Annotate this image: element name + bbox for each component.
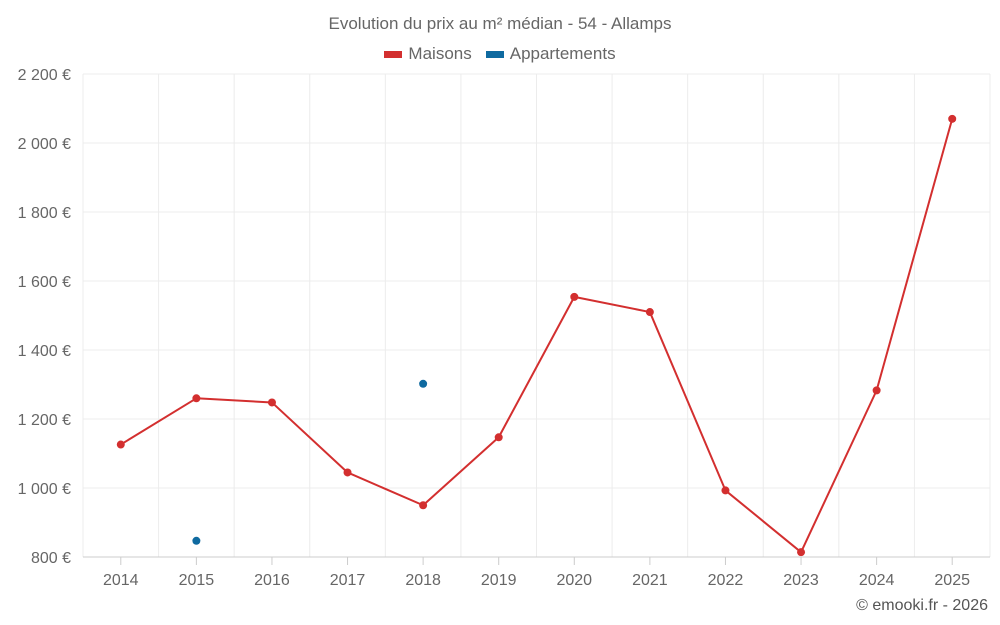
- credit-text: © emooki.fr - 2026: [856, 597, 988, 614]
- x-tick-label: 2025: [934, 572, 970, 589]
- y-tick-label: 2 000 €: [18, 136, 71, 153]
- x-tick-label: 2016: [254, 572, 290, 589]
- data-point-appartements[interactable]: [419, 379, 428, 388]
- x-tick-label: 2019: [481, 572, 517, 589]
- x-tick-label: 2023: [783, 572, 819, 589]
- series-line-maisons: [120, 118, 954, 554]
- y-tick-label: 1 600 €: [18, 274, 71, 291]
- data-point-maisons[interactable]: [116, 440, 125, 449]
- data-point-maisons[interactable]: [494, 433, 503, 442]
- legend-item-maisons[interactable]: Maisons: [384, 44, 472, 64]
- data-point-maisons[interactable]: [872, 386, 881, 395]
- x-tick-label: 2018: [405, 572, 441, 589]
- data-point-maisons[interactable]: [343, 468, 352, 477]
- data-point-maisons[interactable]: [797, 548, 806, 557]
- legend-swatch-appartements: [485, 50, 504, 58]
- data-point-maisons[interactable]: [570, 292, 579, 301]
- data-point-maisons[interactable]: [419, 501, 428, 510]
- x-tick-label: 2022: [708, 572, 744, 589]
- legend-swatch-maisons: [384, 50, 403, 58]
- y-tick-label: 1 000 €: [18, 481, 71, 498]
- data-point-maisons[interactable]: [721, 486, 730, 495]
- data-point-maisons[interactable]: [645, 308, 654, 317]
- legend-item-appartements[interactable]: Appartements: [485, 44, 616, 64]
- legend-label-maisons: Maisons: [408, 44, 472, 63]
- data-point-maisons[interactable]: [948, 114, 957, 123]
- y-tick-label: 800 €: [31, 550, 71, 567]
- legend-label-appartements: Appartements: [509, 44, 616, 63]
- x-tick-label: 2021: [632, 572, 668, 589]
- y-tick-label: 1 400 €: [18, 343, 71, 360]
- x-tick-label: 2017: [330, 572, 366, 589]
- x-tick-label: 2014: [103, 572, 139, 589]
- chart-legend: Maisons Appartements: [0, 44, 1000, 64]
- y-tick-label: 1 200 €: [18, 412, 71, 429]
- x-tick-label: 2020: [556, 572, 592, 589]
- y-tick-label: 2 200 €: [18, 67, 71, 84]
- data-point-maisons[interactable]: [192, 394, 201, 403]
- x-tick-label: 2015: [179, 572, 215, 589]
- x-tick-label: 2024: [859, 572, 895, 589]
- data-point-appartements[interactable]: [192, 536, 201, 545]
- y-tick-label: 1 800 €: [18, 205, 71, 222]
- data-point-maisons[interactable]: [267, 398, 276, 407]
- chart-title: Evolution du prix au m² médian - 54 - Al…: [328, 14, 672, 33]
